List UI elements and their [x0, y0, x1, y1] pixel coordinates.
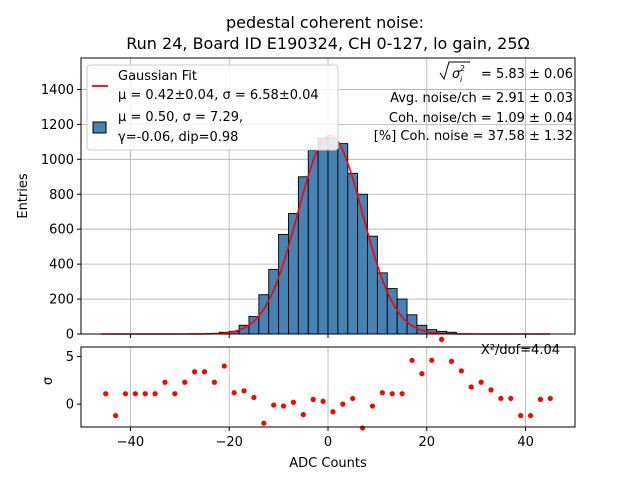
legend: Gaussian Fit μ = 0.42±0.04, σ = 6.58±0.0… [86, 64, 339, 151]
annotation-avg-noise: Avg. noise/ch = 2.91 ± 0.03 [390, 91, 573, 106]
residual-point [211, 379, 217, 385]
residual-point [300, 412, 306, 418]
residual-point [429, 357, 435, 363]
x-axis-label: ADC Counts [289, 456, 367, 471]
histogram-bar [337, 143, 349, 335]
x-tick-label: −20 [215, 435, 242, 450]
svg-text:2: 2 [460, 64, 465, 73]
histogram-bar [406, 314, 418, 335]
residual-point [448, 358, 455, 364]
residual-point [172, 391, 178, 397]
residual-point [488, 387, 494, 393]
residual-point [399, 391, 405, 397]
legend-hist-swatch [92, 121, 107, 134]
annotation-sqrt-sigma: = 5.83 ± 0.06 [481, 67, 573, 82]
annotation-chi2: X²/dof=4.04 [481, 343, 560, 358]
y-axis-label-sigma: σ [41, 377, 56, 385]
residual-point [508, 395, 514, 402]
chart-title-line2: Run 24, Board ID E190324, CH 0-127, lo g… [126, 34, 529, 53]
residual-point [162, 379, 168, 385]
histogram-bar [248, 316, 260, 335]
residual-point [518, 412, 524, 419]
histogram-bar [317, 137, 329, 335]
residual-point [340, 401, 346, 407]
top-y-ticks: 0 200 400 600 800 1000 1200 1400 [41, 83, 81, 343]
residual-point [251, 394, 257, 401]
bottom-y-tick-label: 5 [66, 350, 74, 365]
residual-point [379, 390, 385, 396]
svg-text:i: i [460, 75, 463, 84]
residual-point [112, 412, 119, 419]
legend-hist-params-line2: γ=-0.06, dip=0.98 [118, 130, 238, 145]
histogram-bar [297, 176, 309, 335]
residual-point [261, 420, 267, 426]
residual-point [241, 388, 247, 394]
residual-point [527, 412, 534, 419]
histogram-bar [376, 272, 388, 335]
residual-point [221, 363, 227, 369]
top-y-tick-label: 0 [66, 328, 74, 343]
residual-point [231, 390, 237, 396]
x-tick-label: 20 [419, 435, 436, 450]
residual-point [103, 391, 109, 397]
bottom-y-tick-label: 0 [66, 398, 74, 413]
residual-point [439, 336, 445, 342]
residual-point [192, 369, 198, 375]
residual-point [182, 379, 188, 385]
svg-text:σ: σ [452, 67, 461, 82]
legend-fit-label: Gaussian Fit [118, 69, 197, 84]
top-y-tick-label: 400 [49, 258, 74, 273]
top-y-tick-label: 200 [49, 293, 74, 308]
histogram-bars [218, 137, 457, 335]
legend-hist-params-line1: μ = 0.50, σ = 7.29, [118, 110, 243, 125]
top-y-tick-label: 800 [49, 188, 74, 203]
residual-point [359, 425, 366, 431]
histogram-bar [307, 150, 319, 335]
annotation-coh-noise-pct: [%] Coh. noise = 37.58 ± 1.32 [374, 129, 573, 144]
residual-points [103, 336, 553, 431]
y-axis-label-entries: Entries [16, 173, 31, 219]
residual-point [142, 391, 148, 397]
residual-point [330, 409, 336, 415]
histogram-bar [347, 172, 359, 335]
top-y-tick-label: 1200 [41, 118, 74, 133]
annotation-coh-noise: Coh. noise/ch = 1.09 ± 0.04 [389, 111, 573, 126]
residual-point [350, 395, 356, 402]
legend-box [86, 64, 339, 151]
residual-point [280, 403, 287, 409]
residual-point [537, 396, 544, 402]
residual-point [122, 391, 129, 397]
chart-title-line1: pedestal coherent noise: [226, 13, 424, 32]
histogram-bar [327, 137, 339, 335]
residual-point [419, 371, 425, 377]
residual-point [468, 384, 474, 390]
histogram-bar [268, 268, 280, 335]
x-ticks: −40 −20 0 20 40 [117, 334, 534, 450]
top-y-tick-label: 1000 [41, 153, 74, 168]
residual-point [310, 396, 316, 402]
x-tick-label: 0 [324, 435, 332, 450]
residual-point [201, 369, 208, 375]
residual-point [152, 391, 158, 397]
top-y-tick-label: 600 [49, 223, 74, 238]
residual-point [498, 395, 504, 402]
residual-point [369, 403, 376, 409]
residual-point [320, 398, 326, 404]
top-y-tick-label: 1400 [41, 83, 74, 98]
legend-fit-params: μ = 0.42±0.04, σ = 6.58±0.04 [118, 88, 319, 103]
residual-point [409, 357, 415, 363]
residual-point [547, 395, 553, 402]
residual-point [478, 379, 484, 385]
bottom-y-ticks: 05 [66, 350, 81, 413]
residual-point [458, 368, 464, 374]
residual-point [271, 402, 277, 408]
x-tick-label: 40 [517, 435, 534, 450]
residual-point [132, 391, 138, 397]
residual-point [389, 391, 395, 397]
bottom-grid [129, 347, 526, 427]
x-tick-label: −40 [117, 435, 144, 450]
residual-point [290, 399, 297, 405]
sqrt-sigma-symbol: σ 2 i [439, 61, 470, 84]
